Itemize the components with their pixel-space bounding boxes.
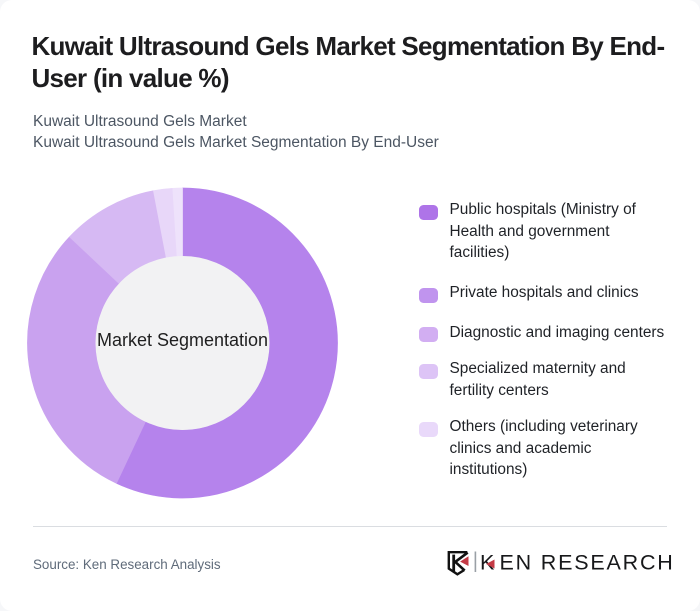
- svg-text:EN RESEARCH: EN RESEARCH: [500, 550, 675, 574]
- svg-text:K: K: [480, 550, 495, 574]
